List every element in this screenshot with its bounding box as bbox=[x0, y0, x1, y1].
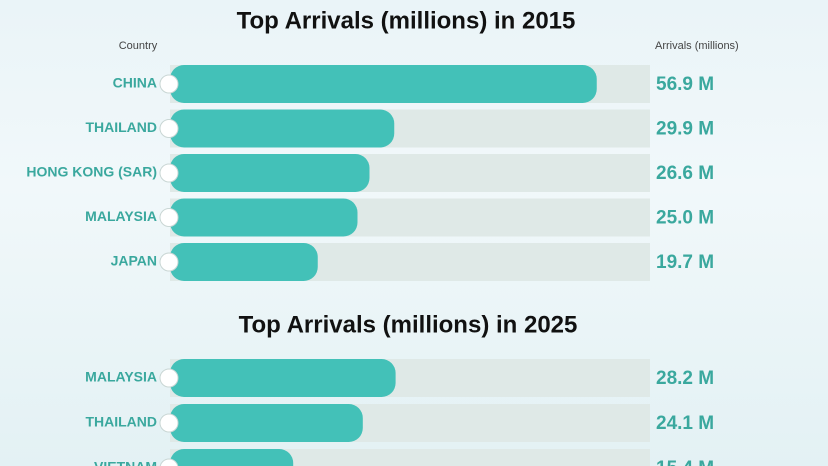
category-label: JAPAN bbox=[111, 253, 157, 269]
column-header: Country bbox=[119, 40, 158, 52]
category-label: THAILAND bbox=[85, 119, 157, 135]
flag bbox=[159, 252, 179, 272]
category-label: HONG KONG (SAR) bbox=[26, 164, 157, 180]
chart-title: Top Arrivals (millions) in 2025 bbox=[239, 311, 578, 338]
bar bbox=[170, 243, 318, 281]
bar bbox=[170, 154, 370, 192]
column-header: Arrivals (millions) bbox=[655, 40, 739, 52]
value-label: 26.6 M bbox=[656, 163, 714, 184]
flag bbox=[159, 413, 179, 433]
value-label: 25.0 M bbox=[656, 208, 714, 229]
flag bbox=[159, 368, 179, 388]
bar bbox=[170, 404, 363, 442]
flag bbox=[159, 74, 179, 94]
flag bbox=[159, 208, 179, 227]
bar bbox=[170, 109, 395, 148]
category-label: VIETNAM bbox=[94, 459, 157, 466]
value-label: 56.9 M bbox=[656, 74, 714, 95]
value-label: 15.4 M bbox=[656, 458, 714, 466]
flag bbox=[159, 163, 179, 183]
flag bbox=[159, 119, 179, 138]
value-label: 29.9 M bbox=[656, 119, 714, 140]
value-label: 28.2 M bbox=[656, 368, 714, 389]
category-label: CHINA bbox=[113, 75, 157, 91]
bar bbox=[170, 65, 597, 103]
flag bbox=[159, 458, 179, 466]
value-label: 19.7 M bbox=[656, 252, 714, 273]
category-label: MALAYSIA bbox=[85, 208, 157, 224]
category-label: THAILAND bbox=[85, 414, 157, 430]
value-label: 24.1 M bbox=[656, 413, 714, 434]
chart-title: Top Arrivals (millions) in 2015 bbox=[237, 7, 576, 34]
bar bbox=[170, 449, 294, 466]
category-label: MALAYSIA bbox=[85, 369, 157, 385]
bar bbox=[170, 198, 358, 237]
bar bbox=[170, 359, 396, 397]
